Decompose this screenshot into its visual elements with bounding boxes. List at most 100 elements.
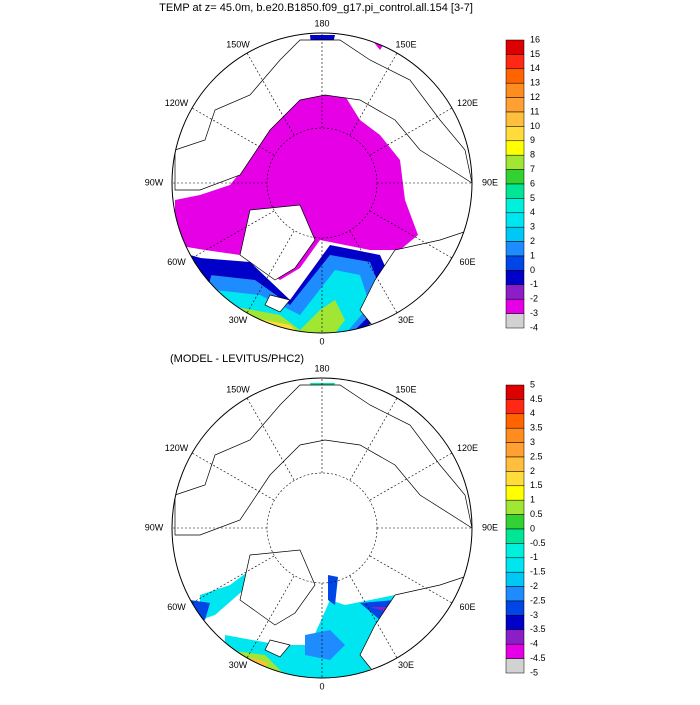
colorbar-label: 4 [530, 207, 535, 217]
land [174, 39, 472, 333]
colorbar-box [505, 471, 525, 487]
colorbar-label: 13 [530, 78, 540, 88]
colorbar-label: -2.5 [530, 595, 546, 605]
colorbar-label: 0 [530, 265, 535, 275]
colorbar-box [505, 456, 525, 472]
colorbar-label: 2 [530, 236, 535, 246]
colorbar-label: -2 [530, 581, 538, 591]
colorbar-label: 6 [530, 178, 535, 188]
longitude-label: 60E [459, 602, 475, 612]
map-panel: TEMP at z= 45.0m, b.e20.B1850.f09_g17.pi… [145, 2, 540, 346]
panel-title: TEMP at z= 45.0m, b.e20.B1850.f09_g17.pi… [159, 2, 473, 14]
colorbar-label: 1.5 [530, 480, 543, 490]
colorbar-label: -3 [530, 610, 538, 620]
colorbar-box [505, 442, 525, 458]
colorbar-box [505, 198, 525, 214]
colorbar-label: -3.5 [530, 624, 546, 634]
colorbar-box [505, 140, 525, 156]
colorbar-box [505, 571, 525, 587]
colorbar-label: 3.5 [530, 423, 543, 433]
longitude-label: 60W [167, 602, 186, 612]
colorbar-box [505, 313, 525, 329]
colorbar-box [505, 226, 525, 242]
colorbar-label: -5 [530, 667, 538, 677]
colorbar-box [505, 399, 525, 415]
colorbar-box [505, 212, 525, 228]
colorbar-box [505, 514, 525, 530]
longitude-label: 180 [314, 18, 329, 28]
colorbar-label: 4 [530, 408, 535, 418]
colorbar-box [505, 126, 525, 142]
map-border [171, 32, 473, 334]
longitude-label: 120W [165, 443, 189, 453]
colorbar-label: 16 [530, 34, 540, 44]
longitude-label: 60E [459, 257, 475, 267]
colorbar-box [505, 298, 525, 314]
colorbar-label: 0 [530, 523, 535, 533]
longitude-label: 120E [457, 98, 478, 108]
colorbar-label: 5 [530, 193, 535, 203]
colorbar-box [505, 54, 525, 70]
longitude-label: 30W [229, 315, 248, 325]
colorbar-box [505, 169, 525, 185]
colorbar-label: -3 [530, 308, 538, 318]
colorbar-box [505, 284, 525, 300]
colorbar-label: 4.5 [530, 394, 543, 404]
colorbar-label: -1.5 [530, 567, 546, 577]
colorbar-label: 0.5 [530, 509, 543, 519]
colorbar-box [505, 427, 525, 443]
colorbar-label: -4 [530, 639, 538, 649]
colorbar-box [505, 658, 525, 674]
longitude-label: 90W [145, 177, 164, 187]
colorbar-box [505, 68, 525, 84]
colorbar-box [505, 413, 525, 429]
colorbar-box [505, 111, 525, 127]
map-border [171, 377, 473, 679]
colorbar-box [505, 384, 525, 400]
colorbar-box [505, 499, 525, 515]
colorbar-box [505, 39, 525, 55]
colorbar-label: 3 [530, 437, 535, 447]
colorbar-label: 14 [530, 63, 540, 73]
longitude-label: 90E [482, 177, 498, 187]
colorbar-box [505, 615, 525, 631]
longitude-label: 90W [145, 522, 164, 532]
colorbar-label: 3 [530, 222, 535, 232]
longitude-label: 0 [319, 336, 324, 346]
colorbar-box [505, 600, 525, 616]
longitude-label: 60W [167, 257, 186, 267]
colorbar-box [505, 586, 525, 602]
colorbar-label: 2 [530, 466, 535, 476]
colorbar-label: 8 [530, 150, 535, 160]
longitude-label: 120E [457, 443, 478, 453]
colorbar-box [505, 528, 525, 544]
colorbar-label: 11 [530, 106, 539, 116]
colorbar-label: -0.5 [530, 538, 546, 548]
colorbar-label: -1 [530, 552, 538, 562]
colorbar-label: 1 [530, 495, 535, 505]
colorbar-box [505, 270, 525, 286]
graticule [172, 378, 472, 678]
colorbar-box [505, 82, 525, 98]
colorbar-label: 12 [530, 92, 540, 102]
longitude-label: 90E [482, 522, 498, 532]
colorbar-box [505, 154, 525, 170]
colorbar-box [505, 255, 525, 271]
longitude-label: 30E [398, 315, 414, 325]
colorbar-label: 9 [530, 135, 535, 145]
colorbar-box [505, 183, 525, 199]
graticule [172, 33, 472, 333]
colorbar-box [505, 241, 525, 257]
colorbar-box [505, 485, 525, 501]
longitude-label: 0 [319, 681, 324, 691]
colorbar-box [505, 629, 525, 645]
colorbar-box [505, 643, 525, 659]
colorbar-label: -4.5 [530, 653, 546, 663]
panel-title: (MODEL - LEVITUS/PHC2) [170, 353, 304, 365]
land [174, 384, 472, 678]
colorbar-label: 2.5 [530, 451, 543, 461]
colorbar-label: 5 [530, 379, 535, 389]
colorbar-box [505, 543, 525, 559]
